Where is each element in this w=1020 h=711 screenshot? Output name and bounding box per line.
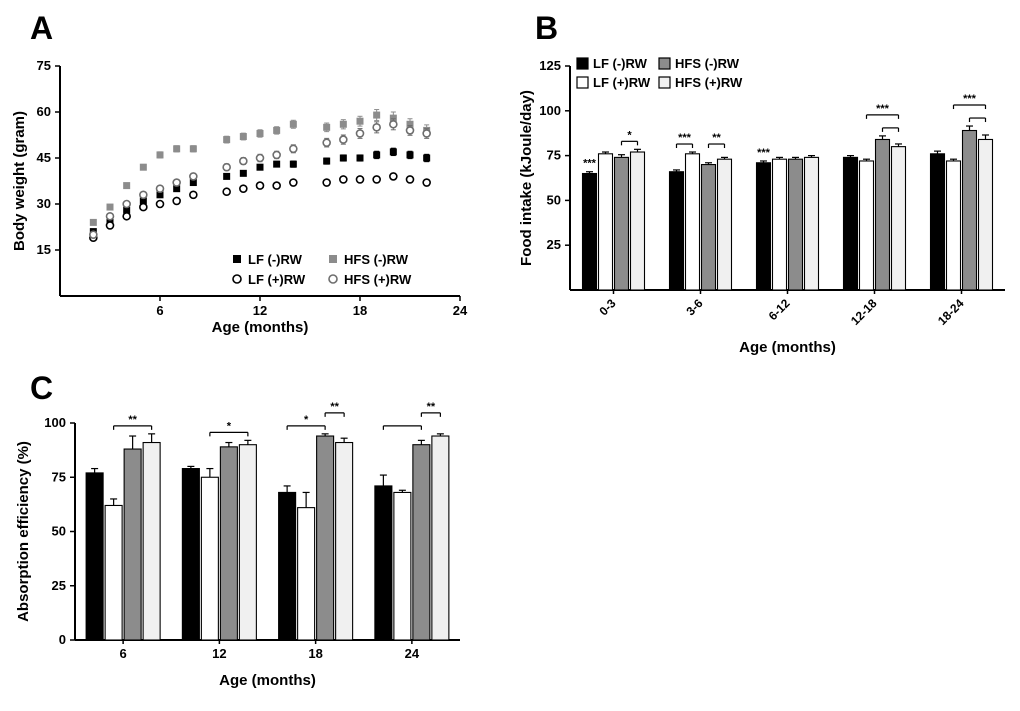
svg-text:60: 60 xyxy=(37,104,51,119)
panel-a-letter: A xyxy=(30,10,54,46)
svg-text:LF (+)RW: LF (+)RW xyxy=(248,272,306,287)
food-intake-bar-chart: 25 50 75 100 125 Age (months) Food intake (kJo… xyxy=(518,56,1005,356)
svg-text:HFS (+)RW: HFS (+)RW xyxy=(344,272,412,287)
absorption-efficiency-bar-chart: 0 25 50 75 100 Age (months) Absorption efficie… xyxy=(15,401,460,689)
svg-text:15: 15 xyxy=(37,242,51,257)
svg-text:30: 30 xyxy=(37,196,51,211)
svg-text:0: 0 xyxy=(59,632,66,647)
svg-text:12-18: 12-18 xyxy=(848,296,880,328)
panel-b-food-intake: B 25 50 75 100 125 Age (months) Food intake (k… xyxy=(515,8,1020,373)
svg-text:HFS (-)RW: HFS (-)RW xyxy=(344,252,409,267)
svg-text:18: 18 xyxy=(353,303,367,318)
panel-b-letter: B xyxy=(535,10,559,46)
svg-text:12: 12 xyxy=(212,646,226,661)
svg-text:***: *** xyxy=(757,147,771,159)
svg-text:HFS (+)RW: HFS (+)RW xyxy=(675,75,743,90)
svg-text:24: 24 xyxy=(405,646,420,661)
svg-text:6-12: 6-12 xyxy=(766,296,793,323)
svg-text:100: 100 xyxy=(539,103,561,118)
svg-text:25: 25 xyxy=(547,237,561,252)
svg-text:Food intake (kJoule/day): Food intake (kJoule/day) xyxy=(518,90,535,266)
svg-text:6: 6 xyxy=(156,303,163,318)
panel-c-absorption-efficiency: C 0 25 50 75 100 Age (months) Absorption effic… xyxy=(10,368,515,711)
svg-text:Age (months): Age (months) xyxy=(739,339,836,356)
svg-text:**: ** xyxy=(712,132,721,144)
svg-text:**: ** xyxy=(330,401,339,413)
svg-text:25: 25 xyxy=(52,578,66,593)
svg-text:75: 75 xyxy=(52,469,66,484)
svg-text:LF (-)RW: LF (-)RW xyxy=(593,56,648,71)
svg-text:45: 45 xyxy=(37,150,51,165)
svg-text:*: * xyxy=(304,414,309,426)
svg-text:LF (-)RW: LF (-)RW xyxy=(248,252,303,267)
svg-text:0-3: 0-3 xyxy=(596,296,618,318)
svg-text:6: 6 xyxy=(120,646,127,661)
svg-text:HFS (-)RW: HFS (-)RW xyxy=(675,56,740,71)
svg-text:LF (+)RW: LF (+)RW xyxy=(593,75,651,90)
svg-text:12: 12 xyxy=(253,303,267,318)
svg-text:***: *** xyxy=(876,103,890,115)
svg-text:***: *** xyxy=(678,132,692,144)
svg-text:50: 50 xyxy=(547,192,561,207)
svg-text:**: ** xyxy=(128,414,137,426)
svg-text:18-24: 18-24 xyxy=(935,296,967,328)
svg-text:*: * xyxy=(227,420,232,432)
svg-text:50: 50 xyxy=(52,524,66,539)
svg-text:Absorption efficiency (%): Absorption efficiency (%) xyxy=(15,441,32,622)
svg-text:24: 24 xyxy=(453,303,468,318)
svg-text:75: 75 xyxy=(547,148,561,163)
body-weight-scatter-chart: 15 30 45 60 75 Age (months) Body weight (gram)… xyxy=(11,58,468,336)
svg-text:***: *** xyxy=(583,158,597,170)
svg-text:Body weight (gram): Body weight (gram) xyxy=(11,111,28,251)
svg-text:*: * xyxy=(627,129,632,141)
svg-text:18: 18 xyxy=(308,646,322,661)
svg-text:**: ** xyxy=(427,401,436,413)
svg-text:75: 75 xyxy=(37,58,51,73)
panel-c-letter: C xyxy=(30,370,54,406)
svg-text:3-6: 3-6 xyxy=(683,296,705,318)
svg-text:Age (months): Age (months) xyxy=(219,672,316,689)
panel-a-body-weight: A 15 30 45 60 75 Age (months) Body weight (gra… xyxy=(10,8,480,348)
svg-text:125: 125 xyxy=(539,58,561,73)
svg-text:Age (months): Age (months) xyxy=(212,319,309,336)
svg-text:100: 100 xyxy=(44,415,66,430)
svg-text:***: *** xyxy=(963,93,977,105)
